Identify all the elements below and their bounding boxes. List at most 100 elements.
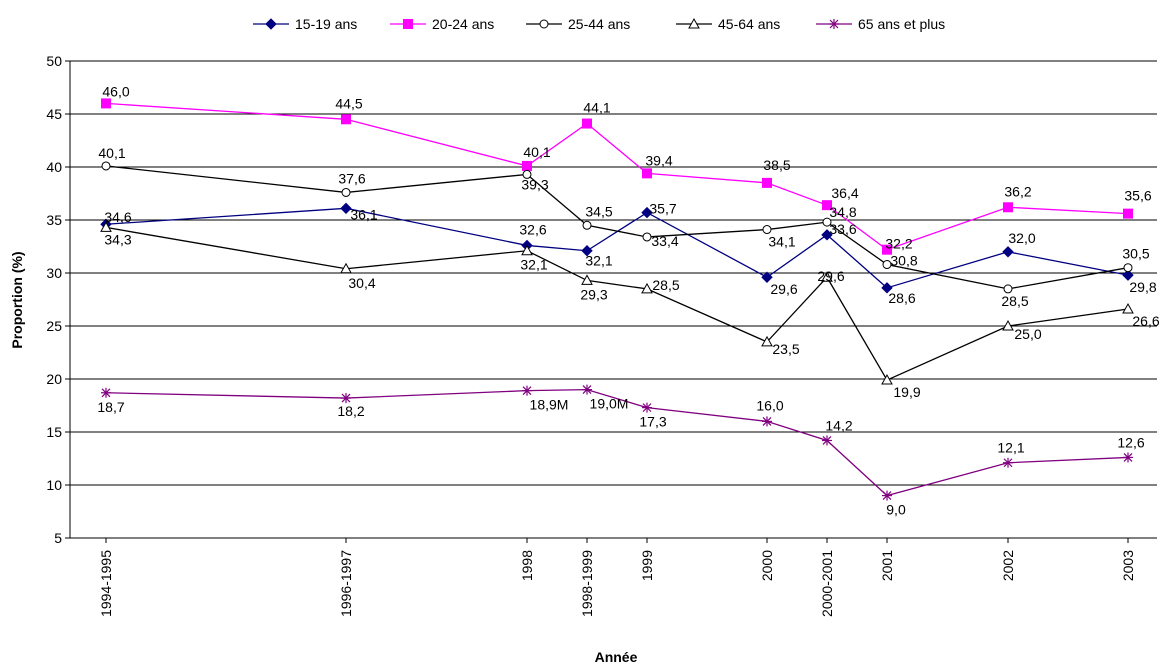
- data-label: 32,1: [585, 253, 612, 269]
- marker-circle: [882, 260, 892, 270]
- legend-item: 25-44 ans: [526, 16, 630, 32]
- data-label: 18,2: [337, 403, 364, 419]
- marker-triangle: [1002, 319, 1014, 331]
- marker-star: [642, 402, 652, 413]
- marker-triangle: [581, 274, 593, 285]
- marker-star-stroke: [1123, 453, 1133, 462]
- series-line: [105, 388, 1129, 497]
- marker-circle: [1123, 263, 1133, 273]
- marker-circle: [341, 187, 351, 197]
- x-tick-label: 2003: [1120, 550, 1136, 581]
- data-label: 17,3: [639, 414, 666, 430]
- marker-square: [882, 244, 892, 255]
- x-tick-label: 1999: [639, 550, 655, 581]
- marker-square: [1123, 208, 1133, 219]
- marker-star-stroke: [822, 436, 832, 445]
- marker-star: [1003, 457, 1013, 468]
- data-label: 34,5: [585, 203, 612, 219]
- data-label: 12,6: [1117, 434, 1144, 450]
- data-label: 34,1: [768, 234, 795, 250]
- marker-triangle: [340, 262, 352, 274]
- data-label: 29,6: [770, 281, 797, 297]
- x-tick-label: 2002: [1000, 550, 1016, 581]
- marker-square: [582, 118, 592, 129]
- y-tick-label: 25: [46, 318, 62, 334]
- marker-star: [522, 385, 532, 396]
- data-label: 23,5: [772, 341, 799, 357]
- data-label: 19,9: [893, 384, 920, 400]
- marker-square: [1003, 202, 1013, 213]
- data-label: 37,6: [338, 170, 365, 186]
- marker-star-stroke: [582, 385, 592, 395]
- marker-star: [101, 387, 111, 398]
- marker-triangle: [641, 282, 653, 294]
- y-axis-title: Proportion (%): [9, 251, 25, 348]
- data-label: 26,6: [1132, 313, 1159, 329]
- marker-square: [522, 160, 532, 171]
- marker-star-stroke: [341, 393, 351, 403]
- legend-item: 15-19 ans: [253, 16, 357, 32]
- data-label: 29,3: [580, 286, 607, 302]
- legend-item: 45-64 ans: [676, 16, 780, 32]
- marker-square: [403, 19, 413, 29]
- legend-label: 15-19 ans: [295, 16, 357, 32]
- data-label: 28,6: [888, 290, 915, 306]
- marker-triangle: [521, 244, 533, 256]
- data-label: 30,8: [890, 253, 917, 269]
- marker-star-stroke: [762, 416, 772, 426]
- x-tick-label: 1996-1997: [338, 550, 354, 617]
- data-label: 25,0: [1014, 326, 1041, 342]
- y-tick-label: 15: [46, 424, 62, 440]
- marker-diamond: [581, 245, 593, 257]
- data-label: 33,6: [829, 221, 856, 237]
- data-label: 18,7: [97, 399, 124, 415]
- legend: 15-19 ans 20-24 ans 25-44 ans 45-64 ans 65 a…: [253, 16, 945, 32]
- data-label: 34,8: [829, 204, 856, 220]
- y-tick-label: 5: [54, 530, 62, 546]
- series-20-24-ans: [101, 98, 1133, 255]
- data-label: 38,5: [763, 157, 790, 173]
- marker-diamond: [641, 206, 653, 219]
- data-label: 30,4: [348, 275, 375, 291]
- data-label: 28,5: [1001, 293, 1028, 309]
- marker-square: [341, 114, 351, 125]
- marker-star: [582, 384, 592, 395]
- y-tick-label: 30: [46, 265, 62, 281]
- marker-diamond: [821, 229, 833, 241]
- legend-item: 65 ans et plus: [816, 16, 945, 32]
- data-label: 32,2: [885, 236, 912, 252]
- series-line: [105, 102, 1129, 251]
- marker-star: [1123, 452, 1133, 463]
- marker-diamond: [1122, 269, 1134, 281]
- data-label: 30,5: [1122, 246, 1149, 262]
- gridlines: [70, 60, 1157, 539]
- x-axis-title: Année: [595, 649, 638, 665]
- marker-star: [822, 435, 832, 446]
- data-label: 19,0M: [590, 396, 629, 412]
- series-layer: [100, 98, 1134, 501]
- data-label: 40,1: [98, 145, 125, 161]
- marker-triangle: [761, 335, 773, 347]
- y-axis-ticks: 5 10 15 20 25 30 35 40 45 50: [46, 53, 70, 546]
- marker-star-stroke: [642, 403, 652, 413]
- x-tick-label: 1998-1999: [579, 550, 595, 617]
- data-label: 35,6: [1124, 188, 1151, 204]
- marker-star: [762, 416, 772, 427]
- series-25-44-ans: [101, 161, 1133, 294]
- marker-circle: [762, 225, 772, 235]
- data-label: 14,2: [825, 417, 852, 433]
- y-tick-label: 35: [46, 212, 62, 228]
- data-label: 34,6: [104, 209, 131, 225]
- data-label: 32,6: [519, 221, 546, 237]
- axes: [69, 61, 1157, 539]
- marker-square: [101, 98, 111, 109]
- marker-circle: [522, 169, 532, 179]
- marker-square: [642, 168, 652, 179]
- marker-circle: [101, 161, 111, 171]
- data-label: 46,0: [102, 83, 129, 99]
- marker-triangle: [100, 221, 112, 232]
- marker-diamond: [761, 271, 773, 283]
- x-tick-label: 2000-2001: [819, 550, 835, 617]
- marker-star: [829, 19, 839, 29]
- data-label: 35,7: [649, 201, 676, 217]
